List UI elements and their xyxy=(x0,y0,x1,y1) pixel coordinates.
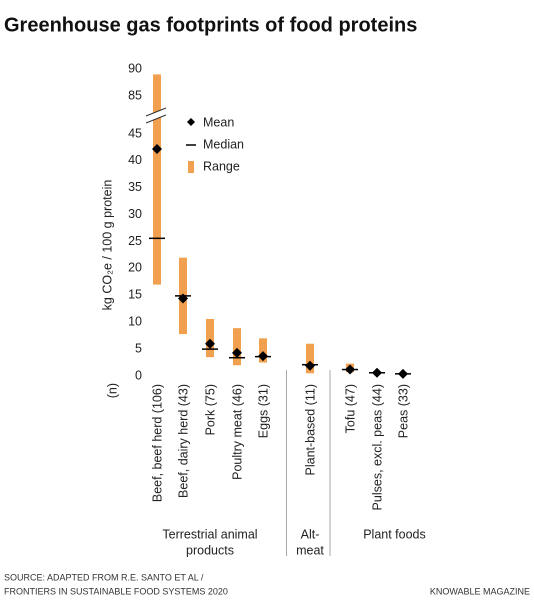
mean-marker xyxy=(345,364,355,375)
source-line: FRONTIERS IN SUSTAINABLE FOOD SYSTEMS 20… xyxy=(4,586,228,596)
y-tick-label: 5 xyxy=(135,341,142,355)
axis-break xyxy=(145,107,167,117)
x-tick-label: Pulses, excl. peas (44) xyxy=(370,384,384,510)
mean-marker xyxy=(305,360,315,371)
mean-marker xyxy=(232,347,242,358)
group-label: Plant foods xyxy=(363,527,426,541)
range-bar xyxy=(259,338,267,363)
range-bar xyxy=(153,74,161,285)
chart-title: Greenhouse gas footprints of food protei… xyxy=(4,14,417,36)
y-tick-label: 25 xyxy=(128,234,142,248)
group-label: meat xyxy=(296,543,324,557)
group-label: Alt- xyxy=(301,527,320,541)
y-tick-label: 90 xyxy=(128,61,142,75)
mean-marker xyxy=(205,338,215,349)
x-tick-label: Beef, dairy herd (43) xyxy=(176,384,190,498)
group-label: products xyxy=(186,543,234,557)
y-tick-label: 35 xyxy=(128,180,142,194)
x-tick-label: Eggs (31) xyxy=(256,384,270,438)
legend-label: Range xyxy=(203,159,240,173)
mean-marker xyxy=(372,367,382,378)
y-tick-label: 30 xyxy=(128,207,142,221)
group-label: Terrestrial animal xyxy=(162,527,257,541)
legend-label: Median xyxy=(203,137,244,151)
mean-marker xyxy=(152,144,162,155)
n-label: (n) xyxy=(105,383,119,398)
y-tick-label: 10 xyxy=(128,315,142,329)
range-bar xyxy=(306,343,314,374)
x-tick-label: Peas (33) xyxy=(396,384,410,438)
legend-swatch xyxy=(188,161,194,173)
y-axis-label: kg CO₂e / 100 g protein xyxy=(100,180,114,311)
legend-swatch xyxy=(187,118,195,126)
axis-break-gap xyxy=(146,108,166,123)
x-tick-label: Poultry meat (46) xyxy=(230,384,244,480)
legend-label: Mean xyxy=(203,115,234,129)
axis-break xyxy=(145,114,167,124)
mean-marker xyxy=(398,368,408,379)
x-tick-label: Pork (75) xyxy=(203,384,217,435)
range-bar xyxy=(233,328,241,366)
mean-marker xyxy=(258,351,268,362)
y-tick-label: 15 xyxy=(128,288,142,302)
x-tick-label: Plant-based (11) xyxy=(303,384,317,476)
y-tick-label: 45 xyxy=(128,126,142,140)
y-tick-label: 40 xyxy=(128,153,142,167)
x-tick-label: Tofu (47) xyxy=(343,384,357,433)
source-line: SOURCE: ADAPTED FROM R.E. SANTO ET AL / xyxy=(4,572,204,582)
range-bar xyxy=(206,318,214,358)
mean-marker xyxy=(178,293,188,304)
x-tick-label: Beef, beef herd (106) xyxy=(150,384,164,502)
credit: KNOWABLE MAGAZINE xyxy=(430,586,530,596)
y-tick-label: 85 xyxy=(128,88,142,102)
y-tick-label: 20 xyxy=(128,261,142,275)
y-tick-label: 0 xyxy=(135,368,142,382)
